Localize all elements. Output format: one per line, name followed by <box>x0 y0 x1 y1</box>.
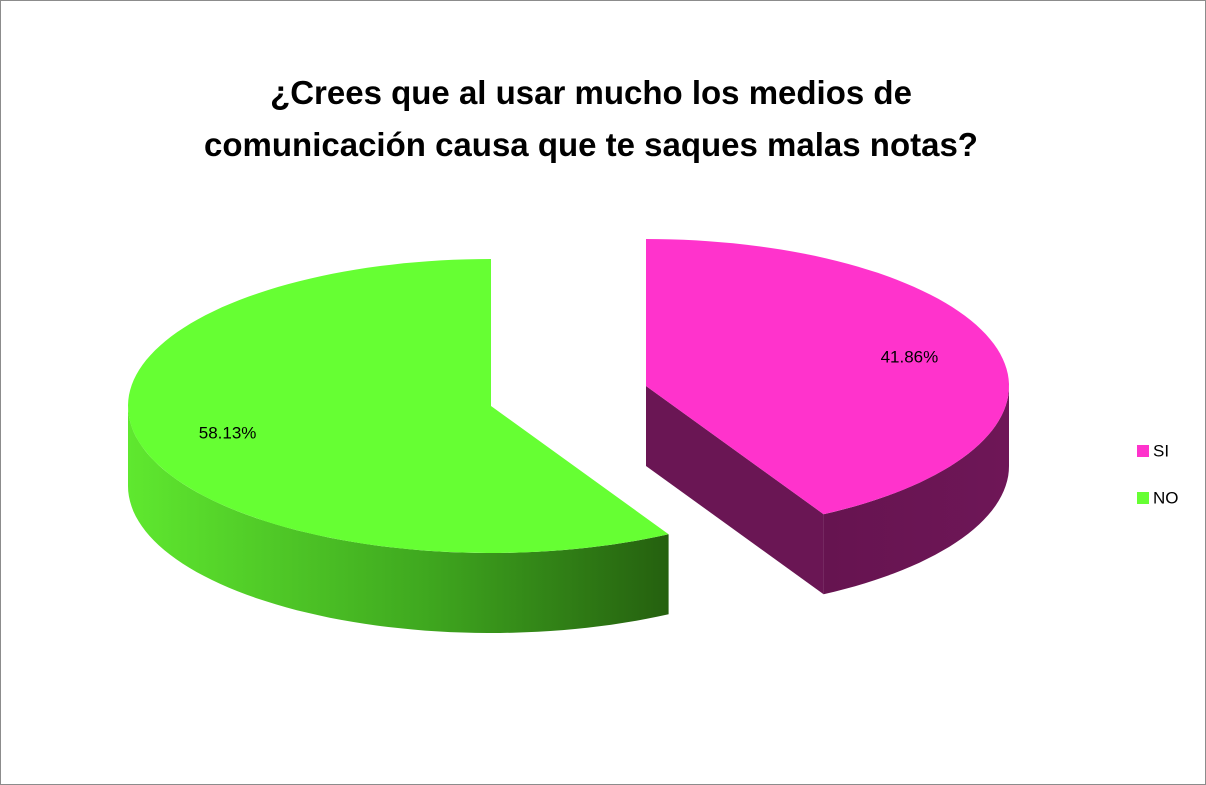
legend-swatch <box>1137 492 1149 504</box>
legend-label: SI <box>1153 441 1169 460</box>
legend-swatch <box>1137 445 1149 457</box>
slice <box>128 259 669 553</box>
slice-side <box>128 406 669 633</box>
slice-side <box>823 386 1009 595</box>
chart-title: ¿Crees que al usar mucho los medios de c… <box>204 74 978 163</box>
slice <box>646 239 1009 515</box>
data-label: 58.13% <box>199 423 257 442</box>
data-label: 41.86% <box>881 348 939 367</box>
slice-side <box>646 386 824 595</box>
legend-label: NO <box>1153 488 1179 507</box>
